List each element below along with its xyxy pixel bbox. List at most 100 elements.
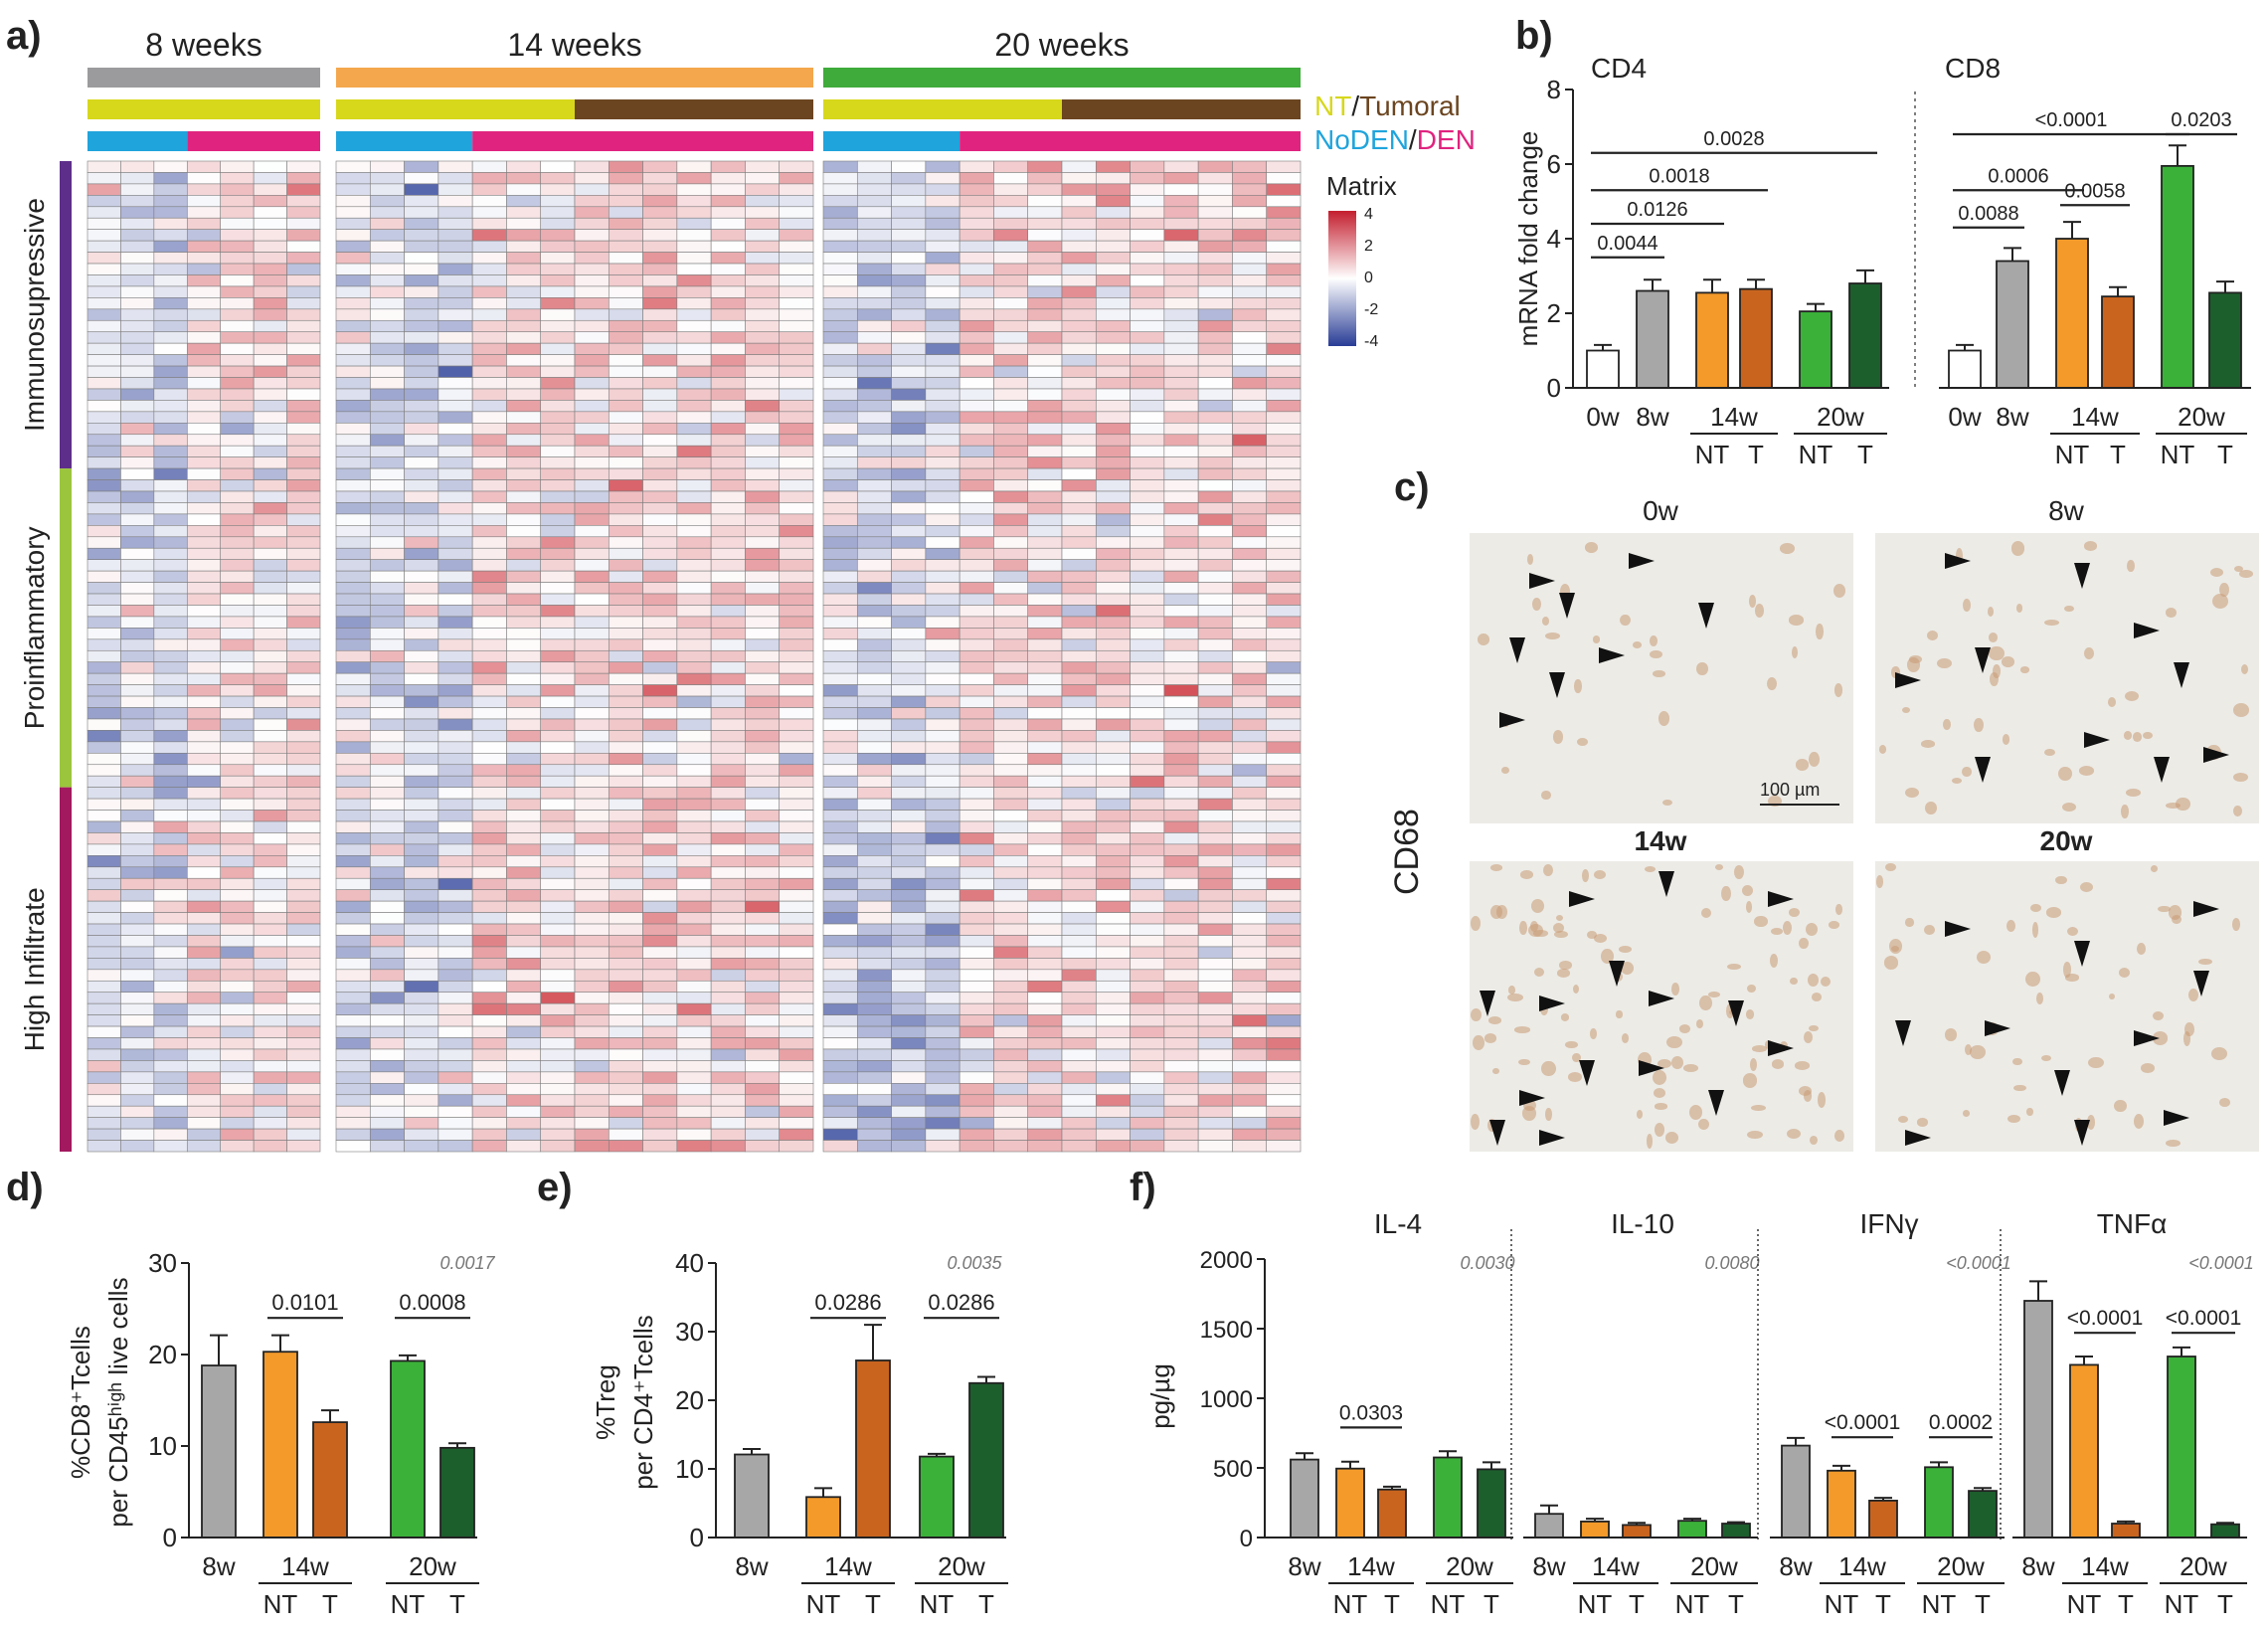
heatmap-cell: [959, 900, 994, 913]
stained-cell: [1695, 1019, 1703, 1028]
heatmap-cell: [959, 1014, 994, 1027]
heatmap-cell: [608, 252, 643, 265]
heatmap-cell: [286, 628, 321, 640]
heatmap-cell: [120, 912, 155, 925]
heatmap-cell: [87, 445, 121, 457]
bar: [734, 1453, 770, 1538]
heatmap-cell: [1232, 695, 1268, 708]
heatmap-cell: [822, 877, 858, 890]
heatmap-cell: [676, 240, 712, 253]
heatmap-cell: [710, 798, 746, 811]
heatmap-cell: [369, 377, 405, 390]
stained-cell: [1751, 1045, 1767, 1053]
heatmap-cell: [1095, 1002, 1131, 1015]
heatmap-cell: [87, 172, 121, 185]
heatmap-cell: [220, 980, 255, 994]
stained-cell: [2062, 802, 2077, 813]
heatmap-cell: [1095, 1071, 1131, 1084]
heatmap-cell: [891, 445, 927, 457]
overall-p-value: 0.0017: [439, 1253, 495, 1273]
bar: [1677, 1520, 1707, 1538]
arrowhead-icon: [1539, 1130, 1565, 1146]
heatmap-cell: [642, 980, 678, 994]
heatmap-cell: [540, 638, 576, 651]
heatmap-cell: [404, 195, 439, 208]
heatmap-cell: [253, 274, 287, 287]
heatmap-cell: [153, 1071, 188, 1084]
heatmap-cell: [1197, 263, 1233, 275]
heatmap-cell: [437, 1128, 473, 1141]
heatmap-cell: [286, 547, 321, 560]
heatmap-cell: [253, 1117, 287, 1130]
heatmap-cell: [220, 1048, 255, 1061]
panel-label-f: f): [1130, 1166, 1156, 1209]
heatmap-cell: [437, 730, 473, 743]
heatmap-cell: [891, 593, 927, 606]
heatmap-cell: [710, 1083, 746, 1096]
x-group-label: 14w: [1838, 1551, 1886, 1581]
heatmap-cell: [186, 274, 222, 287]
heatmap-cell: [608, 877, 643, 890]
heatmap-cell: [959, 525, 994, 538]
heatmap-cell: [369, 172, 405, 185]
stained-cell: [1921, 740, 1935, 748]
heatmap-cell: [779, 172, 814, 185]
heatmap-cell: [574, 855, 610, 868]
heatmap-cell: [676, 502, 712, 515]
heatmap-cell: [779, 889, 814, 902]
heatmap-cell: [186, 900, 222, 913]
heatmap-cell: [369, 912, 405, 925]
heatmap-cell: [676, 889, 712, 902]
heatmap-cell: [1095, 1037, 1131, 1050]
heatmap-cell: [642, 263, 678, 275]
heatmap-cell: [471, 1060, 507, 1073]
heatmap-cell: [404, 992, 439, 1004]
heatmap-cell: [153, 240, 188, 253]
heatmap-cell: [574, 649, 610, 663]
heatmap-cell: [437, 810, 473, 822]
heatmap-cell: [779, 661, 814, 674]
heatmap-cell: [153, 605, 188, 618]
heatmap-cell: [1061, 1083, 1097, 1096]
heatmap-cell: [540, 866, 576, 879]
heatmap-cell: [574, 206, 610, 219]
heatmap-cell: [153, 1128, 188, 1141]
stained-cell: [2108, 696, 2117, 707]
heatmap-cell: [437, 536, 473, 549]
heatmap-cell: [710, 400, 746, 413]
heatmap-cell: [676, 172, 712, 185]
heatmap-cell: [959, 707, 994, 720]
heatmap-cell: [1232, 855, 1268, 868]
heatmap-cell: [220, 377, 255, 390]
x-sub-label: T: [1384, 1589, 1400, 1619]
heatmap-cell: [1266, 638, 1302, 651]
heatmap-cell: [745, 434, 781, 447]
stain-label: CD68: [1388, 809, 1426, 895]
heatmap-cell: [993, 1014, 1029, 1027]
heatmap-cell: [120, 992, 155, 1004]
heatmap-cell: [1266, 764, 1302, 777]
heatmap-cell: [153, 263, 188, 275]
heatmap-cell: [369, 935, 405, 948]
heatmap-cell: [676, 753, 712, 766]
heatmap-cell: [642, 764, 678, 777]
overall-p-value: <0.0001: [2188, 1253, 2254, 1273]
heatmap-cell: [1163, 1117, 1199, 1130]
heatmap-cell: [220, 877, 255, 890]
heatmap-cell: [1266, 525, 1302, 538]
heatmap-cell: [1130, 308, 1165, 321]
heatmap-cell: [608, 843, 643, 856]
stained-cell: [1513, 1026, 1530, 1033]
heatmap-cell: [404, 172, 439, 185]
heatmap-cell: [745, 513, 781, 526]
heatmap-cell: [1130, 672, 1165, 685]
heatmap-cell: [120, 1105, 155, 1118]
heatmap-cell: [676, 684, 712, 697]
heatmap-cell: [286, 285, 321, 298]
heatmap-cell: [1197, 547, 1233, 560]
heatmap-cell: [1163, 490, 1199, 503]
heatmap-cell: [1266, 342, 1302, 355]
heatmap-cell: [1061, 775, 1097, 788]
heatmap-cell: [822, 969, 858, 982]
heatmap-cell: [1232, 1037, 1268, 1050]
